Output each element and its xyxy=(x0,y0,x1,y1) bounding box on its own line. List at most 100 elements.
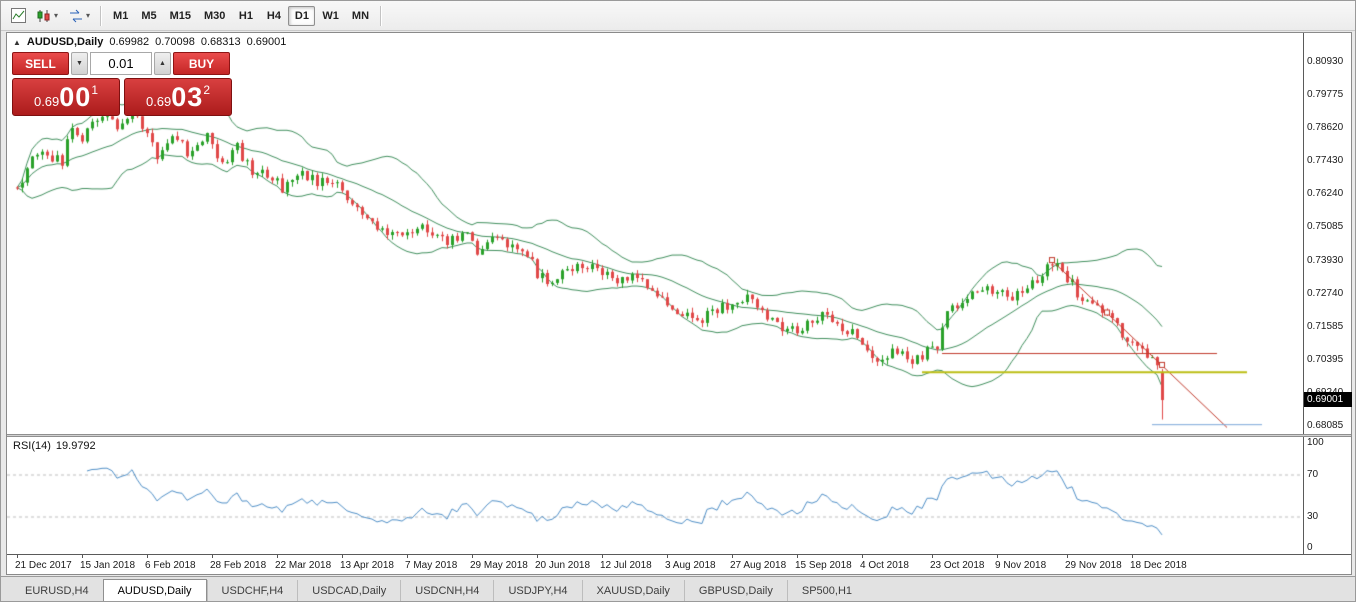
bid-price-prefix: 0.69 xyxy=(33,93,60,109)
time-axis-tick xyxy=(342,555,343,558)
caret-down-icon: ▼ xyxy=(76,60,83,67)
rsi-axis-label: 30 xyxy=(1307,510,1319,522)
timeframe-button[interactable]: H4 xyxy=(260,6,287,26)
toolbar-separator xyxy=(380,5,383,26)
timeframe-button[interactable]: M1 xyxy=(107,6,134,26)
timeframe-button[interactable]: MN xyxy=(346,6,375,26)
price-axis-label: 0.77430 xyxy=(1307,155,1344,167)
buy-button[interactable]: BUY xyxy=(173,52,230,75)
timeframe-button[interactable]: M5 xyxy=(135,6,162,26)
price-axis-label: 0.76240 xyxy=(1307,188,1344,200)
pane-splitter[interactable] xyxy=(7,434,1351,437)
price-pane: ▲ AUDUSD,Daily 0.69982 0.70098 0.68313 0… xyxy=(7,33,1303,434)
chart-tools-button[interactable]: ▾ xyxy=(63,5,95,27)
bid-price-pips: 00 xyxy=(59,82,92,112)
time-axis-label: 18 Dec 2018 xyxy=(1130,560,1187,571)
buy-price-button[interactable]: 0.69 03 2 xyxy=(124,78,232,116)
lot-size-input[interactable] xyxy=(90,52,152,75)
chart-title: ▲ AUDUSD,Daily 0.69982 0.70098 0.68313 0… xyxy=(13,36,286,48)
time-axis-label: 29 May 2018 xyxy=(470,560,528,571)
timeframe-button[interactable]: W1 xyxy=(316,6,345,26)
chart-tab[interactable]: XAUUSD,Daily xyxy=(581,580,684,601)
price-axis-label: 0.68085 xyxy=(1307,420,1344,431)
ohlc-close: 0.69001 xyxy=(246,36,287,48)
ask-price-prefix: 0.69 xyxy=(145,93,172,109)
time-axis-tick xyxy=(732,555,733,558)
time-axis-tick xyxy=(212,555,213,558)
chevron-down-icon: ▾ xyxy=(54,10,59,20)
time-axis-tick xyxy=(1132,555,1133,558)
time-axis-label: 29 Nov 2018 xyxy=(1065,560,1122,571)
price-axis-label: 0.72740 xyxy=(1307,287,1344,299)
time-axis-tick xyxy=(537,555,538,558)
time-axis-label: 9 Nov 2018 xyxy=(995,560,1047,571)
chevron-down-icon: ▾ xyxy=(86,10,91,20)
time-axis-tick xyxy=(82,555,83,558)
chart-tab[interactable]: GBPUSD,Daily xyxy=(683,580,787,601)
rsi-indicator-name: RSI(14) xyxy=(13,440,51,452)
time-axis-label: 27 Aug 2018 xyxy=(730,560,787,571)
time-axis-label: 15 Jan 2018 xyxy=(80,560,136,571)
timeframe-button[interactable]: M15 xyxy=(164,6,197,26)
rsi-axis-label: 70 xyxy=(1307,468,1319,480)
ohlc-high: 0.70098 xyxy=(155,36,195,48)
caret-up-icon: ▲ xyxy=(159,60,166,67)
time-axis-label: 28 Feb 2018 xyxy=(210,560,267,571)
lot-increase-button[interactable]: ▲ xyxy=(154,52,171,75)
ohlc-open: 0.69982 xyxy=(109,36,150,48)
ohlc-low: 0.68313 xyxy=(200,36,241,48)
time-axis-label: 12 Jul 2018 xyxy=(600,560,652,571)
price-axis-label: 0.73930 xyxy=(1307,254,1344,266)
chart-tab[interactable]: USDJPY,H4 xyxy=(493,580,581,601)
timeframe-button[interactable]: D1 xyxy=(288,5,316,26)
time-axis-tick xyxy=(277,555,278,558)
time-axis-label: 21 Dec 2017 xyxy=(15,560,72,571)
chart-area: ▲ AUDUSD,Daily 0.69982 0.70098 0.68313 0… xyxy=(6,32,1352,575)
chart-tab[interactable]: USDCAD,Daily xyxy=(297,580,400,601)
rsi-label: RSI(14) 19.9792 xyxy=(13,440,96,452)
time-axis-label: 6 Feb 2018 xyxy=(145,560,196,571)
chart-tab[interactable]: EURUSD,H4 xyxy=(25,585,89,597)
price-axis-label: 0.71585 xyxy=(1307,320,1344,332)
timeframe-toolbar: M1 M5 M15 M30 H1 H4 D1 W1 MN xyxy=(107,5,375,26)
time-axis-tick xyxy=(797,555,798,558)
time-axis-label: 7 May 2018 xyxy=(405,560,458,571)
one-click-toggle-icon[interactable]: ▲ xyxy=(13,37,21,47)
ask-price-pips: 03 xyxy=(171,82,204,112)
timeframe-button[interactable]: M30 xyxy=(198,6,231,26)
rsi-indicator-canvas[interactable] xyxy=(7,437,1303,554)
price-axis-label: 0.80930 xyxy=(1307,56,1344,67)
price-axis-label: 0.79775 xyxy=(1307,89,1344,101)
time-axis-tick xyxy=(17,555,18,558)
price-axis-label: 0.70395 xyxy=(1307,353,1344,365)
chart-tab[interactable]: USDCHF,H4 xyxy=(206,580,298,601)
chart-tab[interactable]: USDCNH,H4 xyxy=(400,580,493,601)
time-axis-tick xyxy=(147,555,148,558)
time-axis[interactable]: 21 Dec 2017 15 Jan 2018 6 Feb 2018 28 Feb 2… xyxy=(7,554,1351,574)
symbol-timeframe-label: AUDUSD,Daily xyxy=(26,36,104,48)
rsi-indicator-value: 19.9792 xyxy=(55,440,96,452)
price-axis-label: 0.78620 xyxy=(1307,122,1344,134)
chart-type-button[interactable]: ▾ xyxy=(31,5,63,27)
chart-tab[interactable]: AUDUSD,Daily xyxy=(102,579,207,601)
time-axis-label: 3 Aug 2018 xyxy=(665,560,716,571)
chart-window-icon xyxy=(6,4,31,27)
timeframe-button[interactable]: H1 xyxy=(232,6,259,26)
time-axis-tick xyxy=(1067,555,1068,558)
rsi-axis-label: 0 xyxy=(1307,542,1313,553)
sell-button[interactable]: SELL xyxy=(12,52,69,75)
rsi-pane: RSI(14) 19.9792 xyxy=(7,437,1303,554)
chart-tabs-bar: EURUSD,H4 AUDUSD,Daily USDCHF,H4 USDCAD,Dai… xyxy=(1,576,1355,601)
chart-tab[interactable]: SP500,H1 xyxy=(786,580,866,601)
time-axis-tick xyxy=(667,555,668,558)
time-axis-label: 23 Oct 2018 xyxy=(930,560,985,571)
price-axis[interactable]: 0.80930 0.79775 0.78620 0.77430 0.76240 0.750… xyxy=(1303,33,1352,554)
candlestick-chart-icon xyxy=(37,9,50,22)
lot-decrease-button[interactable]: ▼ xyxy=(71,52,88,75)
sell-price-button[interactable]: 0.69 00 1 xyxy=(12,78,120,116)
time-axis-tick xyxy=(997,555,998,558)
time-axis-label: 20 Jun 2018 xyxy=(535,560,591,571)
time-axis-tick xyxy=(602,555,603,558)
time-axis-label: 15 Sep 2018 xyxy=(795,560,852,571)
